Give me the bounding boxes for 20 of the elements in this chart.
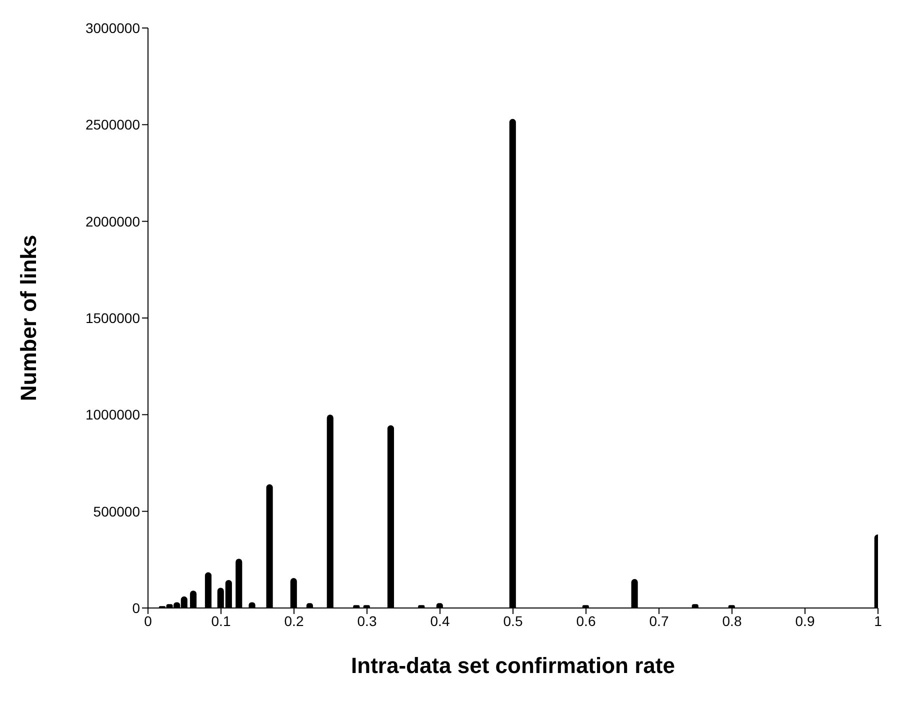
x-tick-label: 0.9 xyxy=(795,612,815,629)
x-tick-label: 0.6 xyxy=(576,612,596,629)
x-tick-label: 1 xyxy=(874,612,882,629)
x-tick-label: 0.7 xyxy=(649,612,669,629)
x-tick-label: 0.2 xyxy=(284,612,304,629)
x-tick-label: 0 xyxy=(144,612,152,629)
y-tick-label: 1000000 xyxy=(85,406,140,423)
y-tick-label: 2500000 xyxy=(85,116,140,133)
y-tick-label: 1500000 xyxy=(85,310,140,326)
x-axis-title: Intra-data set confirmation rate xyxy=(351,653,675,678)
x-tick-label: 0.3 xyxy=(357,612,377,629)
x-tick-label: 0.1 xyxy=(211,612,231,629)
y-axis-title: Number of links xyxy=(16,234,41,402)
y-tick-label: 3000000 xyxy=(85,20,140,36)
y-tick-label: 500000 xyxy=(93,503,140,520)
y-tick-label: 0 xyxy=(132,600,140,616)
x-tick-label: 0.8 xyxy=(722,612,742,629)
y-tick-label: 2000000 xyxy=(85,213,140,230)
x-tick-label: 0.4 xyxy=(430,612,450,629)
x-tick-label: 0.5 xyxy=(503,612,523,629)
